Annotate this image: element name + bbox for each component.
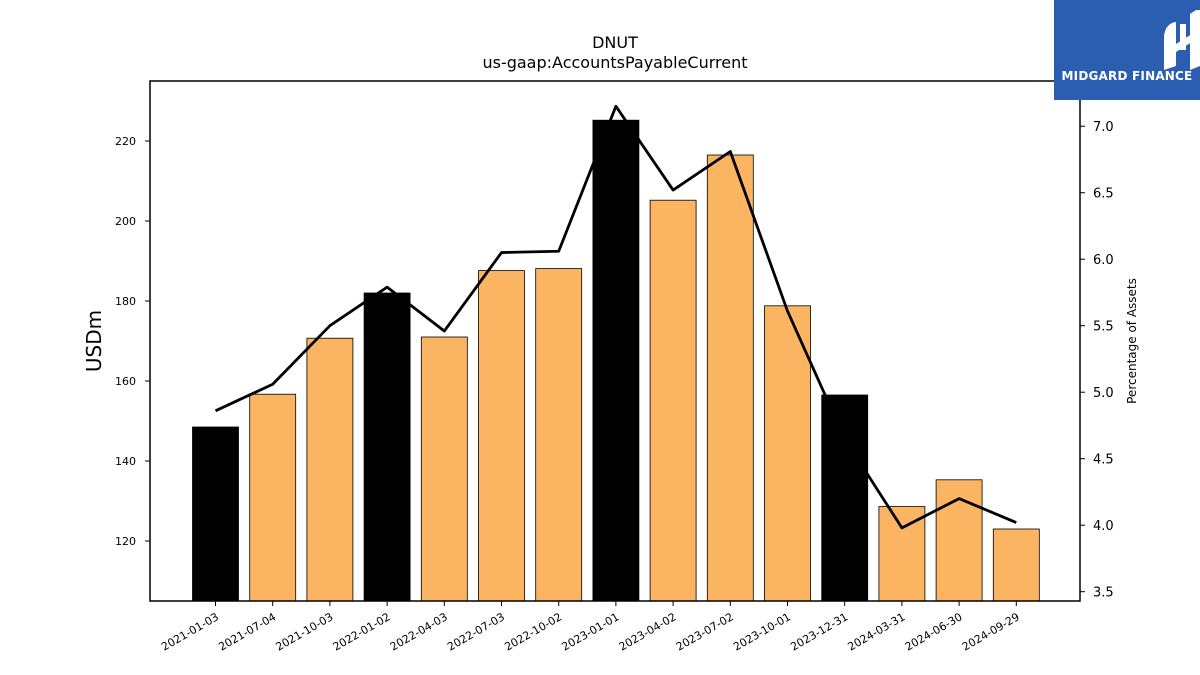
y2-tick-label-7: 7.0 bbox=[1093, 120, 1114, 135]
x-tick-label-2023-04-02: 2023-04-02 bbox=[617, 610, 679, 653]
bar-2022-04-03 bbox=[420, 336, 468, 602]
y2-tick-label-5: 5.0 bbox=[1093, 386, 1114, 401]
y2-tick-label-3.5: 3.5 bbox=[1093, 586, 1114, 601]
x-tick-label-2024-09-29: 2024-09-29 bbox=[960, 610, 1022, 653]
bar-2021-10-03 bbox=[306, 337, 354, 602]
bar-2023-01-01 bbox=[592, 119, 640, 602]
y2-tick-label-5.5: 5.5 bbox=[1093, 320, 1114, 335]
y-tick-label-200: 200 bbox=[115, 215, 136, 228]
brand-logo: MIDGARD FINANCE bbox=[1054, 0, 1200, 100]
plot-frame bbox=[149, 80, 1081, 602]
logo-mark-icon bbox=[1164, 10, 1200, 70]
bar-2024-03-31 bbox=[878, 506, 926, 602]
x-tick-label-2023-07-02: 2023-07-02 bbox=[674, 610, 736, 653]
x-tick-label-2022-10-02: 2022-10-02 bbox=[502, 610, 564, 653]
y-tick-label-120: 120 bbox=[115, 535, 136, 548]
x-tick-label-2021-01-03: 2021-01-03 bbox=[159, 610, 221, 653]
bar-2023-04-02 bbox=[649, 199, 697, 602]
x-tick-label-2021-07-04: 2021-07-04 bbox=[216, 610, 278, 653]
x-tick-label-2024-06-30: 2024-06-30 bbox=[903, 610, 965, 653]
bar-2022-07-03 bbox=[478, 270, 525, 602]
y-tick-label-140: 140 bbox=[115, 455, 136, 468]
x-tick-label-2023-01-01: 2023-01-01 bbox=[560, 610, 622, 653]
bar-2023-07-02 bbox=[706, 154, 754, 602]
bar-2023-10-01 bbox=[764, 305, 811, 602]
y2-tick-label-6.5: 6.5 bbox=[1093, 187, 1114, 202]
y2-axis-label: Percentage of Assets bbox=[1125, 278, 1139, 404]
bar-2022-10-02 bbox=[535, 268, 583, 602]
y-tick-label-220: 220 bbox=[115, 135, 136, 148]
bar-2023-12-31 bbox=[821, 394, 869, 602]
x-tick-label-2021-10-03: 2021-10-03 bbox=[274, 610, 336, 653]
x-tick-label-2023-10-01: 2023-10-01 bbox=[731, 610, 793, 653]
x-tick-label-2022-07-03: 2022-07-03 bbox=[445, 610, 507, 653]
y2-tick-label-4.5: 4.5 bbox=[1093, 453, 1114, 468]
y2-tick-label-6: 6.0 bbox=[1093, 253, 1114, 268]
x-tick-label-2024-03-31: 2024-03-31 bbox=[846, 610, 908, 653]
y2-tick-label-4: 4.0 bbox=[1093, 519, 1114, 534]
logo-text: MIDGARD FINANCE bbox=[1061, 69, 1193, 83]
x-tick-label-2022-01-02: 2022-01-02 bbox=[331, 610, 393, 653]
bar-2022-01-02 bbox=[363, 292, 411, 602]
bar-2021-01-03 bbox=[192, 426, 239, 602]
y-tick-label-180: 180 bbox=[115, 295, 136, 308]
y-axis-label: USDm bbox=[82, 310, 106, 372]
chart-subtitle: us-gaap:AccountsPayableCurrent bbox=[482, 53, 747, 72]
plot-area: 120 140 160 180 200 220 3.5 4.0 4.5 5.0 5.5 6.0 6.5 7… bbox=[115, 80, 1114, 654]
x-tick-label-2022-04-03: 2022-04-03 bbox=[388, 610, 450, 653]
bar-2021-07-04 bbox=[249, 393, 297, 602]
x-tick-label-2023-12-31: 2023-12-31 bbox=[788, 610, 850, 653]
y-tick-label-160: 160 bbox=[115, 375, 136, 388]
bar-2024-09-29 bbox=[992, 528, 1040, 602]
chart-title: DNUT bbox=[592, 33, 638, 52]
